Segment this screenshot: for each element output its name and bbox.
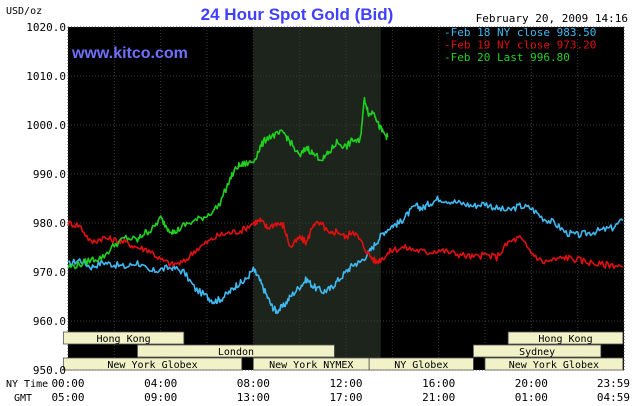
x-tick-label-ny: 16:00 <box>422 377 455 390</box>
session-label: New York Globex <box>107 360 197 371</box>
session-box <box>473 344 602 358</box>
x-tick-label-gmt: 17:00 <box>329 391 362 404</box>
x-tick-label-gmt: 05:00 <box>51 391 84 404</box>
x-tick-label-ny: 23:59 <box>597 377 630 390</box>
session-bar: NY Globex <box>368 357 474 371</box>
legend-entry: -Feb 18 NY close 983.50 <box>444 26 596 39</box>
session-bar: Hong Kong <box>507 331 624 345</box>
session-label: London <box>218 347 254 358</box>
session-label: NY Globex <box>394 360 448 371</box>
y-tick-label: 1000.0 <box>26 119 66 132</box>
y-tick-label: 1020.0 <box>26 21 66 34</box>
session-bar: New York NYMEX <box>252 357 370 371</box>
y-tick-label: 980.0 <box>33 217 66 230</box>
session-bar: New York Globex <box>62 357 243 371</box>
x-tick-label-gmt: 21:00 <box>422 391 455 404</box>
legend-entry: -Feb 19 NY close 973.20 <box>444 39 596 52</box>
session-label: New York Globex <box>509 360 599 371</box>
session-label: New York NYMEX <box>269 360 353 371</box>
x-tick-label-gmt: 04:59 <box>597 391 630 404</box>
y-unit-label: USD/oz <box>6 6 42 17</box>
session-label: Sydney <box>519 347 555 358</box>
x-tick-label-ny: 04:00 <box>144 377 177 390</box>
session-box <box>137 344 335 358</box>
session-box <box>507 331 624 345</box>
series-line-2 <box>67 217 624 270</box>
series-line-3 <box>67 96 389 270</box>
x-tick-label-ny: 00:00 <box>51 377 84 390</box>
x-tick-label-gmt: 01:00 <box>515 391 548 404</box>
nymex-hours-shade <box>253 27 381 370</box>
x-axis: 00:00 04:00 08:00 12:00 16:00 20:00 23:59 05:00… <box>51 377 630 404</box>
y-tick-label: 950.0 <box>33 364 66 377</box>
x-tick-label-gmt: 13:00 <box>237 391 270 404</box>
series-lines <box>67 96 624 315</box>
session-box <box>484 357 624 371</box>
session-box <box>368 357 474 371</box>
x-tick-label-ny: 12:00 <box>329 377 362 390</box>
session-bar: London <box>137 344 335 358</box>
grid-lines <box>67 26 625 371</box>
session-label: Hong Kong <box>538 334 592 345</box>
session-box <box>62 357 243 371</box>
kitco-watermark: www.kitco.com <box>71 45 188 62</box>
gmt-label: GMT <box>14 393 32 404</box>
session-bar: New York Globex <box>484 357 624 371</box>
x-tick-label-gmt: 09:00 <box>144 391 177 404</box>
y-axis: 1020.0 1010.0 1000.0 990.0 980.0 970.0 960.0 95… <box>26 21 66 377</box>
trading-sessions: Hong Kong London New York Globex New York N… <box>62 331 624 371</box>
chart-date: February 20, 2009 14:16 <box>476 12 628 25</box>
legend-entry: -Feb 20 Last 996.80 <box>444 51 570 64</box>
chart-title: 24 Hour Spot Gold (Bid) <box>201 5 394 24</box>
legend: -Feb 18 NY close 983.50-Feb 19 NY close … <box>444 26 596 64</box>
session-bar: Hong Kong <box>62 331 185 345</box>
y-tick-label: 970.0 <box>33 266 66 279</box>
series-line-1 <box>67 195 624 315</box>
session-box <box>62 331 185 345</box>
x-tick-label-ny: 08:00 <box>237 377 270 390</box>
x-tick-label-ny: 20:00 <box>515 377 548 390</box>
session-bar: Sydney <box>473 344 602 358</box>
y-tick-label: 1010.0 <box>26 70 66 83</box>
y-tick-label: 990.0 <box>33 168 66 181</box>
y-tick-label: 960.0 <box>33 315 66 328</box>
ny-time-label: NY Time <box>6 379 48 390</box>
session-label: Hong Kong <box>97 334 151 345</box>
